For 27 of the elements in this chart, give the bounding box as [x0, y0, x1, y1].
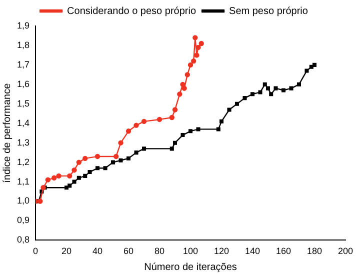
x-tick-label: 0 — [33, 246, 38, 256]
y-tick-label: 1,6 — [16, 78, 30, 89]
x-tick-label: 60 — [124, 246, 134, 256]
x-tick-label: 160 — [276, 246, 292, 256]
y-tick-label: 1,7 — [16, 59, 30, 70]
y-tick-label: 1,9 — [16, 20, 30, 30]
y-tick-label: 1,3 — [16, 137, 30, 148]
y-tick-label: 0,8 — [16, 234, 30, 245]
x-tick-label: 180 — [306, 246, 322, 256]
x-axis-title: Número de iterações — [144, 262, 237, 273]
x-tick-label: 80 — [154, 246, 165, 256]
x-tick-label: 100 — [182, 246, 198, 256]
x-tick-label: 200 — [338, 246, 354, 256]
legend-label: Considerando o peso próprio — [67, 6, 196, 17]
y-tick-label: 1,0 — [16, 196, 30, 206]
y-tick-label: 1,2 — [16, 156, 30, 167]
y-tick-label: 1,4 — [16, 118, 30, 128]
y-tick-label: 1,8 — [16, 40, 30, 50]
x-tick-label: 140 — [244, 246, 260, 256]
x-tick-label: 20 — [62, 246, 72, 256]
y-axis-title: índice de performance — [2, 82, 13, 183]
y-tick-label: 0,9 — [16, 215, 30, 226]
x-tick-label: 120 — [214, 246, 230, 256]
y-tick-label: 1,1 — [16, 176, 30, 186]
legend-label: Sem peso próprio — [229, 6, 308, 17]
y-tick-label: 1,5 — [16, 98, 30, 108]
x-tick-label: 40 — [92, 246, 103, 256]
